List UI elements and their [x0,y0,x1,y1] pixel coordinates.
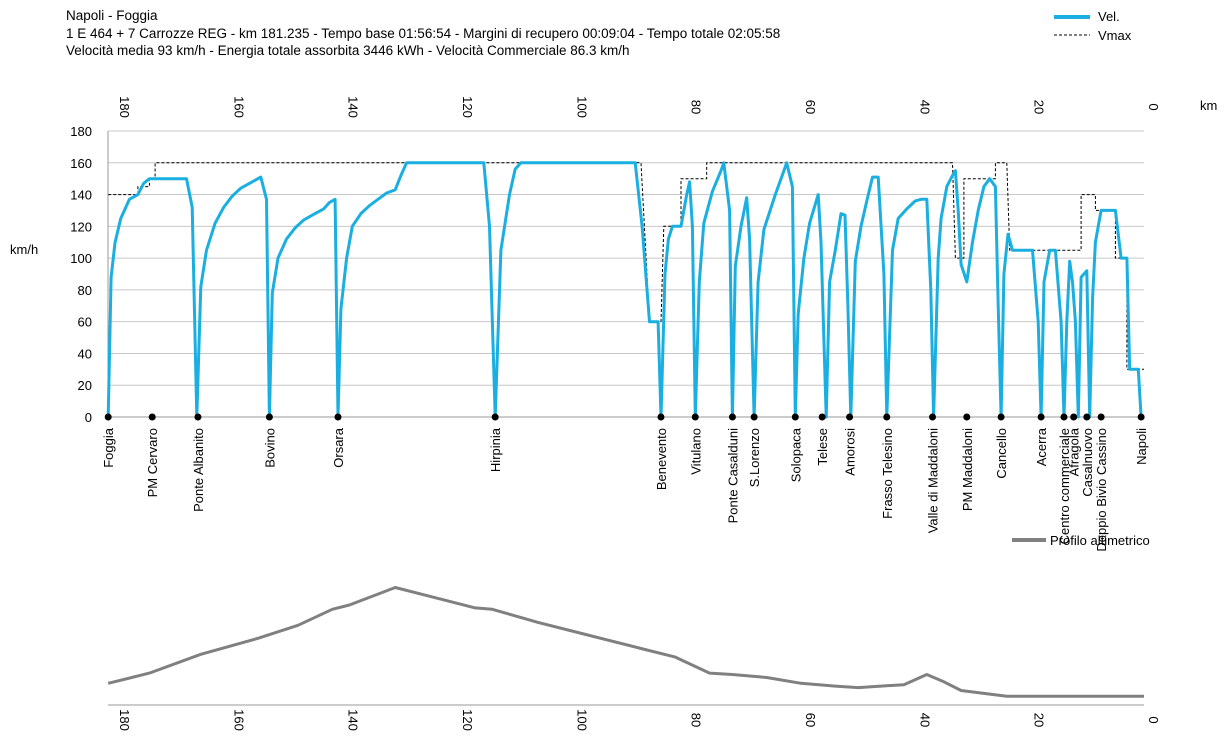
x-tick-label: 80 [689,713,704,727]
bottom-x-axis: 180 160 140 120 100 80 60 40 20 0 [117,709,1161,731]
station-marker [963,413,971,421]
station-label: Amorosi [843,428,858,476]
x-tick-label: 120 [460,96,475,118]
station-label: Bovino [262,428,277,468]
y-tick-label: 140 [70,188,92,203]
station-marker [334,413,342,421]
station-marker [1137,413,1145,421]
x-tick-label: 60 [803,100,818,114]
station-marker [750,413,758,421]
station-marker [846,413,854,421]
speed-series [106,161,1143,419]
x-tick-label: 120 [460,709,475,731]
station-label: Foggia [101,427,116,468]
top-x-axis: 180 160 140 120 100 80 60 40 20 0 [117,96,1161,118]
legend-vel-label: Vel. [1098,9,1120,24]
station-marker [104,413,112,421]
legend-vmax-label: Vmax [1098,28,1132,43]
station-label: Afragola [1067,427,1082,476]
x-tick-label: 60 [803,713,818,727]
y-tick-label: 120 [70,219,92,234]
chart-header: Napoli - Foggia 1 E 464 + 7 Carrozze REG… [66,7,780,60]
y-tick-label: 20 [78,378,92,393]
x-tick-label: 40 [917,713,932,727]
speed-line [106,161,1143,419]
x-tick-label: 180 [117,709,132,731]
y-tick-label: 100 [70,251,92,266]
station-label: Telese [815,428,830,466]
station-label: Solopaca [788,427,803,482]
speed-energy-summary: Velocità media 93 km/h - Energia totale … [66,43,630,58]
station-marker [194,413,202,421]
x-tick-label: 140 [346,96,361,118]
x-tick-label: 160 [231,709,246,731]
station-marker [791,413,799,421]
x-tick-label: 0 [1146,716,1161,723]
y-axis: 0 20 40 60 80 100 120 140 160 180 [70,124,92,425]
y-tick-label: 0 [85,410,92,425]
altitude-line [107,586,1144,698]
stations: Foggia PM Cervaro Ponte Albanito Bovino Orsa… [101,413,1149,552]
station-label: Centro commerciale [1057,428,1072,544]
station-label: Doppio Bivio Cassino [1094,428,1109,552]
station-marker [883,413,891,421]
x-tick-label: 100 [574,96,589,118]
station-label: Napoli [1134,428,1149,465]
station-label: PM Cervaro [145,428,160,497]
y-tick-label: 40 [78,346,92,361]
station-label: Cancello [994,428,1009,479]
x-tick-label: 20 [1032,713,1047,727]
x-tick-label: 100 [574,709,589,731]
station-marker [691,413,699,421]
y-tick-label: 160 [70,156,92,171]
x-tick-label: 0 [1146,103,1161,110]
station-marker [148,413,156,421]
altitude-series [107,586,1144,706]
y-tick-label: 80 [78,283,92,298]
train-summary: 1 E 464 + 7 Carrozze REG - km 181.235 - … [66,25,781,41]
y-tick-label: 60 [78,315,92,330]
station-label: Frasso Telesino [880,428,895,519]
station-label: Benevento [654,428,669,490]
station-marker [1060,413,1068,421]
station-marker [1097,413,1105,421]
station-marker [491,413,499,421]
x-tick-label: 80 [689,100,704,114]
station-label: Valle di Maddaloni [925,428,940,533]
speed-legend: Vel. Vmax [1054,9,1132,43]
y-axis-label: km/h [10,242,38,257]
station-label: Acerra [1034,427,1049,466]
station-label: Vitulano [688,428,703,475]
x-tick-label: 40 [917,100,932,114]
station-marker [1070,413,1078,421]
station-marker [997,413,1005,421]
x-tick-label: 20 [1032,100,1047,114]
station-marker [928,413,936,421]
altitude-legend: Profilo altimetrico [1012,533,1150,548]
station-label: PM Maddaloni [960,428,975,511]
station-marker [818,413,826,421]
station-label: Hirpinia [488,427,503,472]
station-label: Orsara [331,427,346,468]
x-tick-label: 180 [117,96,132,118]
x-tick-label: 160 [231,96,246,118]
station-label: S.Lorenzo [747,428,762,487]
station-marker [1037,413,1045,421]
y-tick-label: 180 [70,124,92,139]
speed-grid [107,130,1144,418]
station-label: Casalnuovo [1080,428,1095,497]
route-title: Napoli - Foggia [66,8,158,23]
station-label: Ponte Casalduni [725,428,740,524]
x-tick-label: 140 [346,709,361,731]
station-marker [657,413,665,421]
station-marker [265,413,273,421]
vmax-line [108,162,1144,370]
station-marker [1083,413,1091,421]
vmax-series [108,162,1144,370]
legend-altitude-label: Profilo altimetrico [1050,533,1150,548]
x-axis-unit-label: km [1200,98,1217,113]
station-label: Ponte Albanito [191,428,206,512]
station-marker [728,413,736,421]
